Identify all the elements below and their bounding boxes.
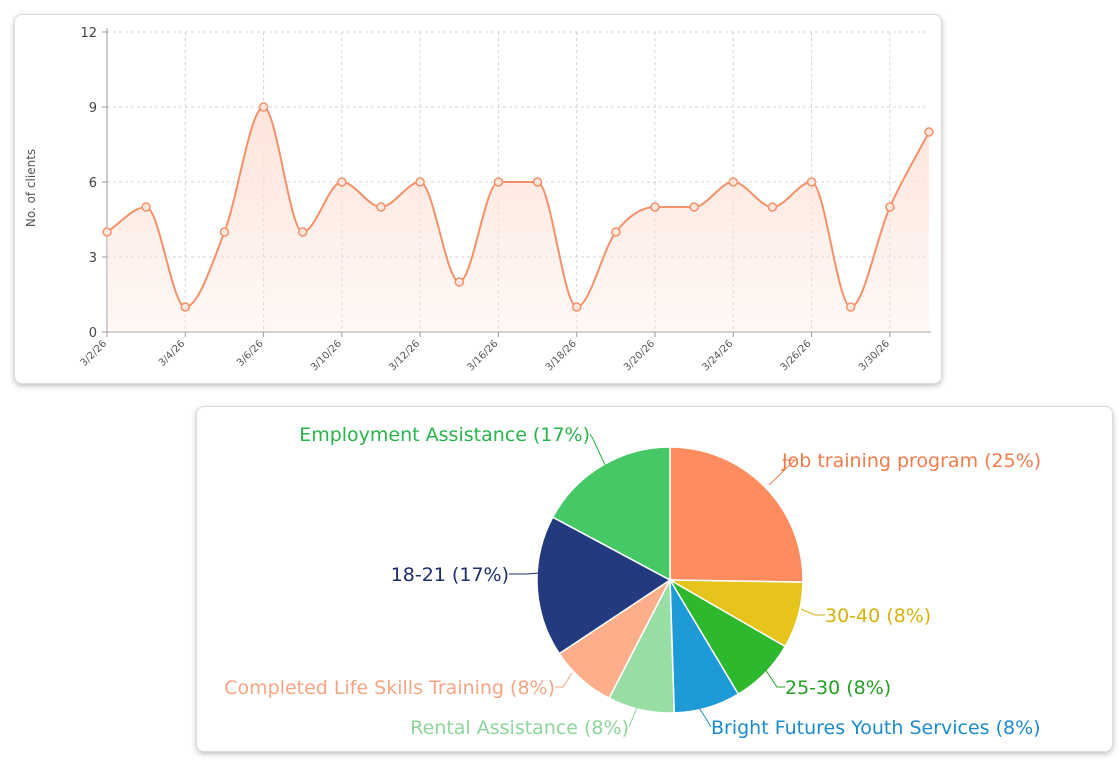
line-chart-card: No. of clients 0 3 6 9 12 3/2/26 3/4/26 3/6/26… — [14, 14, 942, 384]
x-tick-label: 3/18/26 — [544, 338, 579, 373]
x-tick-label: 3/20/26 — [622, 338, 657, 373]
x-tick-label: 3/4/26 — [157, 338, 188, 369]
pie-slice — [669, 446, 804, 583]
y-axis-label: No. of clients — [24, 149, 38, 227]
pie-slice-label: 30-40 (8%) — [825, 605, 931, 627]
pie-leader-line — [696, 704, 712, 728]
pie-leader-line — [768, 459, 797, 486]
data-point — [924, 127, 934, 137]
pie-leader-line — [764, 668, 785, 688]
data-point — [885, 202, 895, 212]
pie-slice-label: Job training program (25%) — [781, 450, 1041, 472]
pie-leader-line — [800, 608, 825, 616]
data-point — [337, 177, 347, 187]
y-tick-label: 12 — [80, 26, 97, 41]
pie-slice-label: 25-30 (8%) — [785, 677, 891, 699]
pie-slice — [551, 446, 671, 582]
series-points — [102, 102, 934, 312]
pie-leader-line — [628, 706, 638, 728]
line-chart: No. of clients 0 3 6 9 12 3/2/26 3/4/26 3/6/26… — [24, 26, 934, 373]
x-tick-labels: 3/2/26 3/4/26 3/6/26 3/10/26 3/12/26 3/16/26 3… — [79, 338, 892, 373]
y-tick-label: 9 — [89, 101, 97, 116]
x-tick-label: 3/6/26 — [235, 338, 266, 369]
pie-slice-label: Completed Life Skills Training (8%) — [224, 677, 555, 699]
pie-leader-lines — [509, 433, 825, 728]
data-point — [454, 277, 465, 287]
pie-chart-card: Job training program (25%) 30-40 (8%) 25-3… — [196, 406, 1113, 752]
y-tick-label: 0 — [89, 326, 97, 341]
x-tick-label: 3/30/26 — [857, 338, 892, 373]
y-tick-labels: 0 3 6 9 12 — [80, 26, 97, 341]
data-point — [297, 227, 308, 237]
data-point — [102, 227, 112, 237]
pie-leader-line — [555, 672, 573, 688]
data-point — [532, 177, 543, 187]
pie-slice — [536, 516, 672, 655]
data-point — [611, 227, 621, 237]
x-tick-label: 3/26/26 — [779, 338, 814, 373]
pie-labels: Job training program (25%) 30-40 (8%) 25-3… — [224, 424, 1041, 739]
pie-slice-label: Employment Assistance (17%) — [299, 424, 590, 446]
pie-slice-label: Bright Futures Youth Services (8%) — [711, 717, 1041, 739]
data-point — [571, 302, 582, 312]
pie-slices — [536, 446, 804, 714]
data-point — [689, 202, 699, 212]
data-point — [219, 227, 230, 237]
pie-slice-label: 18-21 (17%) — [391, 564, 509, 586]
data-point — [767, 202, 778, 212]
pie-chart: Job training program (25%) 30-40 (8%) 25-3… — [224, 424, 1041, 739]
data-point — [376, 202, 386, 212]
data-point — [415, 177, 425, 187]
data-point — [258, 102, 269, 112]
data-point — [650, 202, 660, 212]
x-tick-label: 3/24/26 — [700, 338, 735, 373]
x-tick-label: 3/2/26 — [79, 338, 110, 369]
data-point — [493, 177, 504, 187]
pie-leader-line — [509, 572, 540, 575]
x-tick-label: 3/12/26 — [387, 338, 422, 373]
data-point — [728, 177, 739, 187]
pie-leader-line — [589, 433, 606, 466]
data-point — [141, 202, 151, 212]
y-tick-label: 3 — [89, 251, 97, 266]
x-tick-label: 3/10/26 — [309, 338, 344, 373]
data-point — [180, 302, 191, 312]
line-area-fill — [107, 107, 929, 332]
y-tick-label: 6 — [89, 176, 97, 191]
data-point — [806, 177, 817, 187]
data-point — [845, 302, 856, 312]
x-tick-label: 3/16/26 — [466, 338, 501, 373]
pie-slice-label: Rental Assistance (8%) — [410, 717, 629, 739]
